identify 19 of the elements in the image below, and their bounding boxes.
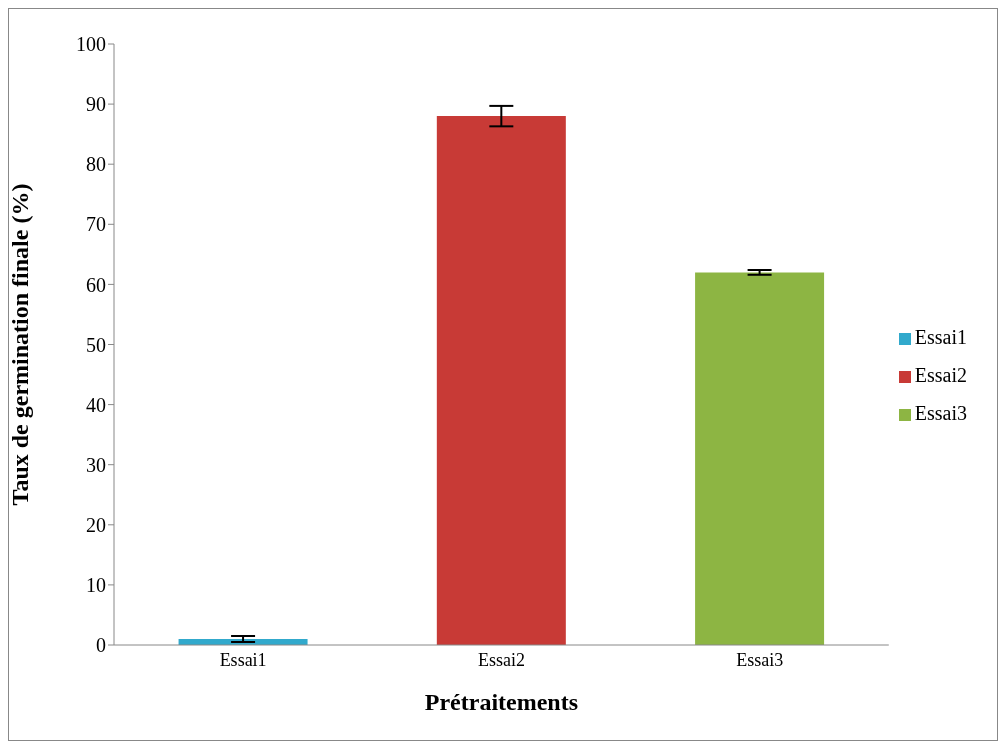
legend-label: Essai2 (914, 363, 967, 386)
y-tick-label: 20 (86, 513, 106, 536)
y-tick-label: 50 (86, 333, 106, 356)
y-tick-label: 70 (86, 213, 106, 236)
y-tick-label: 10 (86, 574, 106, 596)
legend-label: Essai3 (914, 401, 967, 424)
x-tick-label: Essai3 (736, 649, 784, 670)
legend-label: Essai1 (914, 325, 967, 348)
y-tick-label: 90 (86, 93, 106, 116)
x-tick-label: Essai2 (477, 649, 525, 670)
y-axis-title: Taux de germination finale (%) (6, 183, 33, 506)
y-tick-label: 0 (96, 634, 106, 657)
y-tick-label: 100 (76, 33, 106, 56)
y-tick-label: 30 (86, 453, 106, 476)
y-tick-label: 40 (86, 393, 106, 416)
y-tick-label: 60 (86, 273, 106, 296)
x-axis-title: Prétraitements (424, 689, 579, 715)
x-tick-label: Essai1 (219, 649, 267, 670)
y-tick-label: 80 (86, 153, 106, 176)
